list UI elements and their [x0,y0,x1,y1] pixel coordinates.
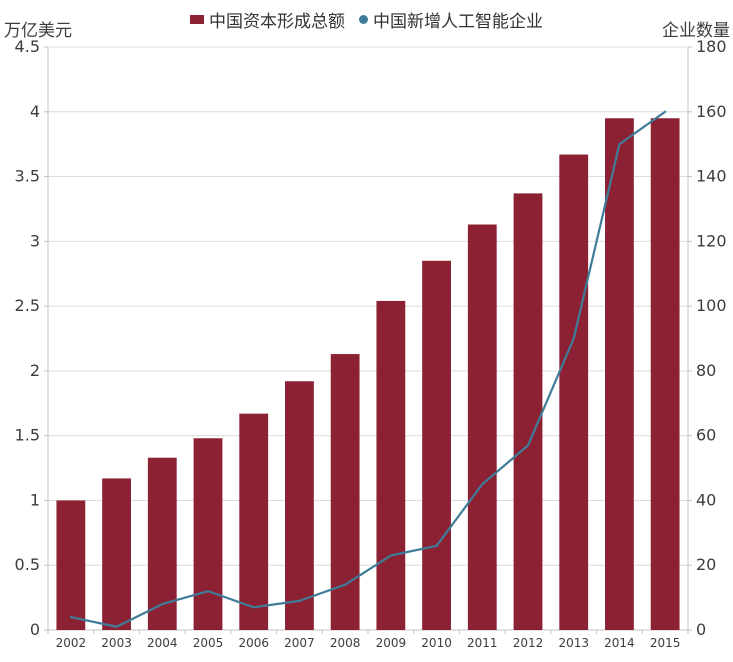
bar-2005 [193,438,223,630]
y-right-tick-label: 100 [696,296,727,315]
bar-2014 [605,118,634,630]
line-series-swatch-icon [359,15,368,24]
x-axis-label: 2005 [193,636,224,650]
y-left-tick-label: 1.5 [15,426,40,445]
bar-2007 [285,381,314,630]
x-axis-label: 2004 [147,636,178,650]
y-right-tick-label: 160 [696,102,727,121]
legend-item-ai-companies: 中国新增人工智能企业 [359,7,543,32]
x-axis-label: 2013 [558,636,589,650]
y-left-tick-label: 2 [30,361,40,380]
y-right-tick-label: 180 [696,37,727,56]
y-left-tick-label: 0.5 [15,555,40,574]
y-right-tick-label: 60 [696,426,716,445]
bar-series-swatch-icon [190,15,204,24]
y-right-tick-label: 120 [696,231,727,250]
right-axis-unit-label: 企业数量 [662,21,730,41]
x-axis-label: 2006 [238,636,269,650]
bar-2006 [239,413,269,630]
legend-item-capital-formation: 中国资本形成总额 [190,7,345,32]
y-right-tick-label: 40 [696,490,716,509]
line-series-path [69,110,667,628]
bar-2009 [376,300,406,630]
y-left-tick-label: 2.5 [15,296,40,315]
bar-2013 [559,154,589,630]
bar-2011 [467,224,497,631]
x-axis-label: 2003 [101,636,132,650]
x-axis-label: 2014 [604,636,635,650]
x-axis-label: 2009 [376,636,407,650]
bar-2012 [513,193,543,631]
y-right-tick-label: 80 [696,361,716,380]
y-left-tick-label: 4 [30,102,40,121]
legend-label-ai-companies: 中国新增人工智能企业 [373,12,543,32]
y-left-tick-label: 3 [30,231,40,250]
y-left-tick-label: 0 [30,620,40,639]
y-right-tick-label: 140 [696,167,727,186]
x-axis-label: 2002 [56,636,87,650]
y-right-tick-label: 20 [696,555,716,574]
x-axis-label: 2012 [513,636,544,650]
x-axis-label: 2010 [421,636,452,650]
y-left-tick-label: 3.5 [15,167,40,186]
bar-2010 [422,260,451,630]
bar-2003 [102,478,131,630]
bar-2002 [56,500,86,630]
legend-label-capital-formation: 中国资本形成总额 [209,12,345,32]
x-axis-label: 2008 [330,636,361,650]
y-left-tick-label: 1 [30,490,40,509]
x-axis-label: 2007 [284,636,315,650]
bar-2015 [650,118,680,630]
y-left-tick-label: 4.5 [15,37,40,56]
x-axis-label: 2011 [467,636,498,650]
x-axis-label: 2015 [650,636,681,650]
chart-legend: 中国资本形成总额 中国新增人工智能企业 [0,7,733,32]
y-right-tick-label: 0 [696,620,706,639]
left-axis-unit-label: 万亿美元 [4,21,72,41]
